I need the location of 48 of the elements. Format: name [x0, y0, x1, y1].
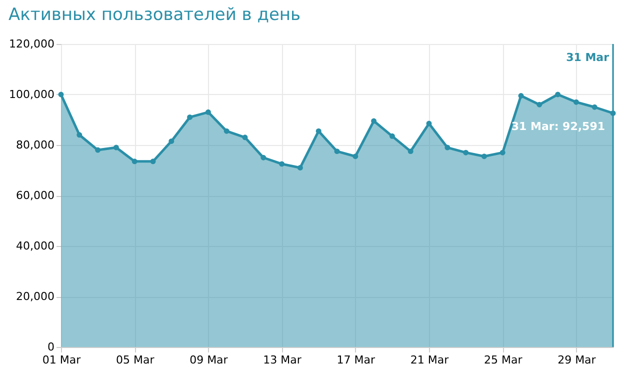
point: [408, 148, 414, 154]
point: [260, 154, 266, 160]
point: [242, 134, 248, 140]
point: [113, 144, 119, 150]
point: [316, 128, 322, 134]
x-tick-label: 13 Mar: [263, 354, 302, 366]
annotation: 31 Mar: 92,591: [511, 120, 605, 134]
point: [481, 154, 487, 160]
point: [426, 120, 432, 126]
point: [444, 144, 450, 150]
y-tick-label: 120,000: [9, 38, 54, 50]
y-tick-label: 0: [48, 340, 54, 354]
y-tick-label: 80,000: [16, 138, 54, 152]
point: [500, 150, 506, 156]
point: [297, 164, 303, 170]
point: [334, 148, 340, 154]
point: [224, 128, 230, 134]
point: [371, 118, 377, 124]
point: [592, 104, 598, 110]
point: [205, 109, 211, 115]
x-tick-label: 25 Mar: [484, 354, 523, 366]
point: [555, 92, 561, 98]
point: [352, 154, 358, 160]
x-tick-label: 05 Mar: [116, 354, 155, 366]
point: [58, 92, 64, 98]
point: [463, 150, 469, 156]
x-tick-label: 17 Mar: [336, 354, 376, 366]
y-tick-label: 100,000: [9, 88, 54, 101]
point: [95, 147, 101, 153]
point: [389, 133, 395, 139]
point: [279, 161, 285, 167]
y-tick-label: 40,000: [16, 240, 54, 252]
x-tick-label: 09 Mar: [190, 354, 228, 366]
point: [187, 114, 193, 120]
chart-title: Активных пользователей в день: [8, 5, 301, 25]
x-tick-label: 29 Mar: [558, 354, 596, 366]
point: [518, 93, 524, 98]
point: [168, 138, 174, 144]
ref-line-label: 31 Mar: [566, 51, 610, 64]
point: [573, 99, 579, 105]
point: [536, 102, 542, 108]
y-tick-label: 20,000: [16, 290, 54, 303]
x-tick-label: 21 Mar: [410, 354, 450, 366]
x-tick-label: 01 Mar: [42, 354, 82, 366]
point: [76, 132, 82, 138]
y-tick-label: 60,000: [16, 189, 54, 202]
point: [150, 158, 156, 164]
point: [132, 158, 138, 164]
